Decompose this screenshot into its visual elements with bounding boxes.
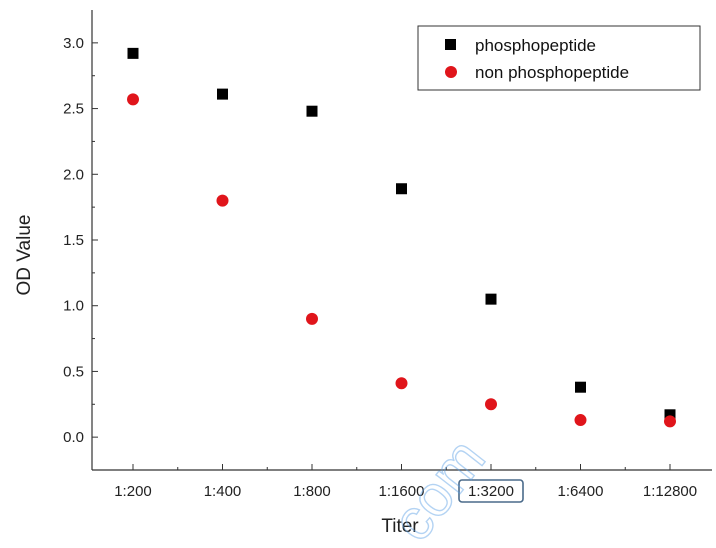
y-tick-label: 0.0 — [63, 429, 84, 446]
point-phosphopeptide — [306, 105, 318, 117]
x-tick-label: 1:200 — [114, 483, 152, 500]
point-phosphopeptide — [217, 88, 228, 100]
y-tick-label: 1.0 — [63, 298, 84, 315]
y-tick-label: 3.0 — [63, 35, 84, 52]
legend-label-non-phosphopeptide: non phosphopeptide — [475, 63, 629, 82]
y-tick-label: 2.5 — [63, 101, 84, 118]
x-tick-label: 1:800 — [293, 483, 331, 500]
point-non-phosphopeptide — [664, 415, 676, 428]
point-phosphopeptide — [664, 409, 676, 421]
point-phosphopeptide — [396, 183, 407, 195]
point-phosphopeptide — [575, 381, 586, 393]
point-non-phosphopeptide — [574, 414, 587, 427]
y-ticks: 0.0 0.5 1.0 1.5 2.0 2.5 3.0 — [63, 35, 98, 471]
x-axis-title: Titer — [381, 516, 419, 537]
x-tick-label: 1:1600 — [379, 483, 425, 500]
point-phosphopeptide — [127, 47, 139, 59]
y-axis-title: OD Value — [14, 215, 35, 296]
legend: phosphopeptide non phosphopeptide — [417, 25, 701, 91]
y-tick-label: 0.5 — [63, 363, 84, 380]
x-ticks: 1:200 1:400 1:800 1:1600 1:3200 1:6400 1:12800 — [114, 464, 697, 503]
point-non-phosphopeptide — [485, 398, 497, 411]
point-phosphopeptide — [485, 293, 497, 305]
legend-marker-non-phosphopeptide — [445, 66, 457, 78]
y-tick-label: 2.0 — [63, 166, 84, 183]
y-tick-label: 1.5 — [63, 232, 84, 249]
x-tick-label: 1:3200 — [468, 483, 514, 500]
legend-marker-phosphopeptide — [445, 39, 456, 50]
data-points — [127, 47, 676, 428]
x-tick-label: 1:400 — [204, 483, 242, 500]
legend-box — [417, 25, 701, 91]
x-tick-label: 1:6400 — [558, 483, 604, 500]
legend-label-phosphopeptide: phosphopeptide — [475, 36, 596, 55]
x-tick-label: 1:12800 — [643, 483, 697, 500]
point-non-phosphopeptide — [395, 377, 408, 390]
point-non-phosphopeptide — [216, 194, 229, 207]
x-tick-label-highlight-box — [458, 479, 524, 503]
point-non-phosphopeptide — [127, 93, 139, 106]
point-non-phosphopeptide — [306, 312, 318, 325]
